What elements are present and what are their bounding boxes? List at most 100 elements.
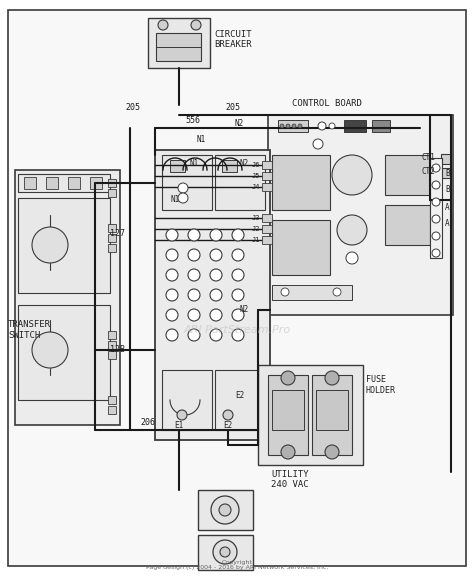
Circle shape [281,371,295,385]
Text: J2: J2 [252,226,260,232]
Circle shape [166,229,178,241]
Circle shape [32,227,68,263]
Bar [272,390,304,430]
Bar [108,224,116,232]
Text: 556: 556 [185,116,200,125]
Text: 127: 127 [110,229,125,237]
Text: E1: E1 [174,420,183,430]
Circle shape [210,249,222,261]
Circle shape [219,504,231,516]
Bar [18,198,110,293]
Circle shape [232,229,244,241]
Bar [155,150,270,440]
Circle shape [332,155,372,195]
Bar [262,172,272,180]
Bar [198,490,253,530]
Bar [108,179,116,187]
Circle shape [281,445,295,459]
Circle shape [325,371,339,385]
Circle shape [188,309,200,321]
Circle shape [346,252,358,264]
Text: 205: 205 [125,103,140,112]
Circle shape [188,289,200,301]
Bar [278,120,308,132]
Text: A: A [445,203,450,211]
Circle shape [178,193,188,203]
Bar [156,33,201,61]
Circle shape [232,269,244,281]
Bar [18,305,110,400]
Circle shape [188,329,200,341]
Bar [68,177,80,189]
Bar [344,120,366,132]
Bar [90,177,102,189]
Bar [108,351,116,359]
Circle shape [213,540,237,564]
Bar [268,375,308,455]
Circle shape [232,249,244,261]
Circle shape [232,289,244,301]
Text: FUSE
HOLDER: FUSE HOLDER [366,376,396,395]
Bar [108,396,116,404]
Bar [198,535,253,570]
Bar [316,390,348,430]
Bar [15,170,120,425]
Bar [441,168,451,178]
Text: CT1: CT1 [421,153,435,162]
Circle shape [313,139,323,149]
Bar [108,234,116,242]
Text: 205: 205 [225,103,240,112]
Bar [46,177,58,189]
Bar [372,120,390,132]
Text: J3: J3 [252,215,260,221]
Bar [262,214,272,222]
Text: A: A [445,219,450,229]
Circle shape [177,410,187,420]
Text: N1: N1 [170,195,180,204]
Circle shape [286,124,290,128]
Circle shape [210,309,222,321]
Bar [272,155,330,210]
Text: N1: N1 [197,135,206,144]
Bar [385,155,430,195]
Bar [222,160,237,172]
Circle shape [191,20,201,30]
Circle shape [432,164,440,172]
Bar [215,155,265,210]
Bar [162,155,212,210]
Text: CIRCUIT
BREAKER: CIRCUIT BREAKER [214,30,252,50]
Circle shape [298,124,302,128]
Circle shape [432,181,440,189]
Circle shape [166,269,178,281]
Bar [162,370,212,430]
Text: CT2: CT2 [421,168,435,176]
Bar [262,183,272,191]
Circle shape [211,496,239,524]
Circle shape [280,124,284,128]
Circle shape [432,198,440,206]
Circle shape [166,329,178,341]
Circle shape [166,289,178,301]
Text: 12B: 12B [110,346,125,354]
Circle shape [432,249,440,257]
Text: E2: E2 [235,391,244,400]
Bar [95,105,463,473]
Circle shape [325,445,339,459]
Text: E2: E2 [223,420,233,430]
Circle shape [210,329,222,341]
Circle shape [210,289,222,301]
Circle shape [318,122,326,130]
Text: J4: J4 [252,184,260,190]
Circle shape [220,547,230,557]
Circle shape [210,229,222,241]
Circle shape [210,269,222,281]
Circle shape [188,229,200,241]
Circle shape [188,249,200,261]
Bar [108,331,116,339]
Bar [215,370,265,430]
Bar [18,174,110,192]
Text: N2: N2 [240,305,249,314]
Bar [108,244,116,252]
Circle shape [158,20,168,30]
Bar [272,285,352,300]
